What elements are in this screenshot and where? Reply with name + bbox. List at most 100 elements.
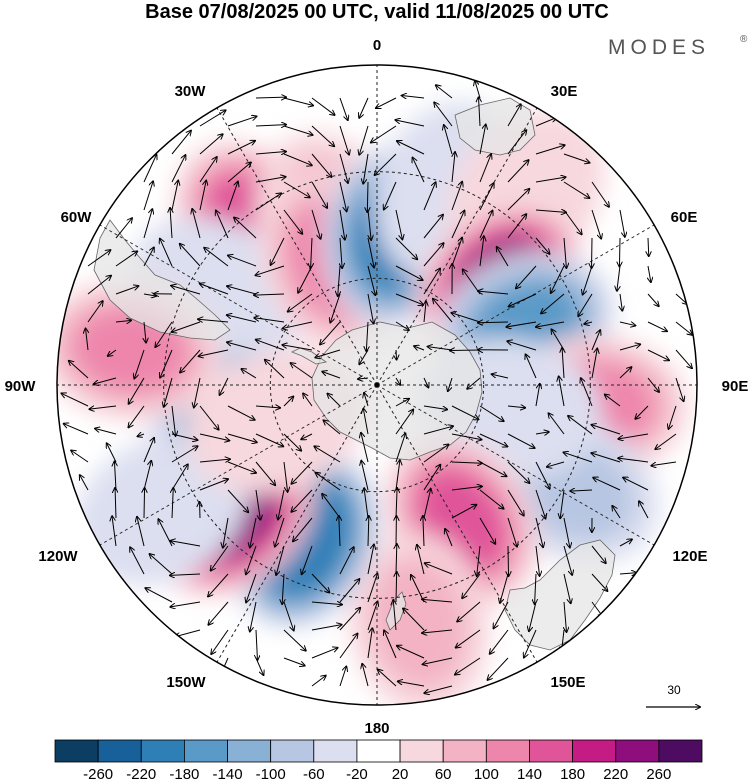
wind-vector — [227, 163, 251, 183]
wind-vector — [367, 181, 368, 212]
wind-vector — [547, 461, 565, 467]
wind-vector — [509, 293, 537, 306]
wind-vector — [581, 378, 593, 407]
wind-vector — [115, 320, 131, 322]
wind-vector — [255, 406, 280, 408]
wind-vector — [529, 601, 537, 631]
wind-vector — [451, 486, 482, 491]
wind-vector — [255, 152, 286, 154]
modes-logo: MODES — [608, 36, 710, 59]
wind-vector — [591, 181, 609, 207]
wind-vector — [339, 608, 360, 631]
wind-vector — [479, 517, 495, 544]
meridian-line — [99, 384, 378, 546]
continents — [93, 97, 616, 651]
reference-vector: 30 — [646, 683, 700, 707]
wind-vector — [424, 685, 453, 693]
wind-vector — [255, 433, 283, 446]
lon-label-180: 180 — [364, 720, 389, 737]
wind-vector — [591, 330, 600, 351]
wind-vector — [639, 501, 649, 519]
wind-vector — [367, 293, 374, 323]
wind-vector — [339, 125, 349, 155]
wind-vector — [211, 545, 229, 571]
wind-vector — [255, 461, 275, 485]
colorbar-swatch — [313, 739, 358, 763]
colorbar-label: 180 — [560, 766, 585, 783]
wind-vector — [395, 265, 423, 280]
wind-vector — [384, 630, 397, 659]
wind-vector — [143, 461, 151, 491]
wind-vector — [115, 488, 116, 519]
wind-vector — [311, 625, 342, 631]
south-america — [93, 219, 231, 341]
wind-vector — [275, 517, 285, 547]
colorbar-swatch — [97, 739, 142, 763]
colorbar-swatch — [270, 739, 315, 763]
wind-vector — [507, 341, 537, 351]
meridian-line — [376, 384, 655, 546]
meridian-line — [376, 224, 655, 386]
wind-vector — [455, 657, 481, 675]
wind-vector — [457, 601, 481, 622]
colorbar-label: -140 — [213, 766, 243, 783]
wind-vector — [358, 378, 369, 379]
wind-vector — [171, 446, 198, 463]
wind-vector — [675, 377, 684, 401]
wind-vector — [69, 361, 89, 379]
colorbar-label: -180 — [169, 766, 199, 783]
wind-vector — [368, 516, 369, 547]
wind-vector — [324, 420, 341, 435]
wind-vector — [303, 393, 313, 407]
wind-vector — [363, 409, 369, 435]
wind-vector — [322, 372, 341, 379]
wind-vector — [311, 237, 312, 268]
wind-vector — [507, 489, 524, 516]
wind-vector — [198, 319, 229, 322]
wind-vector — [170, 574, 201, 575]
wind-vector — [87, 301, 103, 323]
wind-vector — [199, 110, 226, 127]
wind-vector — [298, 265, 313, 293]
wind-vector — [423, 405, 447, 409]
wind-vector — [619, 209, 625, 237]
wind-vector — [424, 301, 426, 323]
wind-vector — [647, 321, 667, 331]
wind-vector — [551, 265, 565, 293]
wind-vector — [563, 153, 589, 163]
wind-vector — [564, 452, 593, 463]
wind-vector — [227, 116, 256, 127]
wind-vector — [396, 488, 397, 519]
anomaly-center — [348, 531, 490, 705]
colorbar-label: -100 — [256, 766, 286, 783]
wind-vector — [180, 244, 201, 267]
wind-vector — [171, 286, 201, 295]
wind-vector — [170, 208, 172, 239]
wind-vector — [311, 648, 338, 659]
wind-vector — [591, 453, 621, 463]
wind-vector — [194, 377, 201, 407]
wind-vector — [619, 344, 640, 351]
wind-vector — [250, 601, 257, 631]
wind-vector — [507, 517, 517, 547]
wind-vector — [395, 410, 413, 435]
wind-vector — [500, 573, 509, 603]
wind-vector — [311, 181, 327, 208]
wind-vector — [605, 395, 621, 407]
wind-vector — [171, 464, 188, 491]
wind-vector — [423, 243, 444, 267]
colorbar-label: -220 — [126, 766, 156, 783]
wind-vector — [451, 433, 481, 440]
wind-vector — [479, 97, 480, 127]
wind-vector — [451, 211, 464, 239]
wind-vector — [371, 125, 397, 142]
wind-vector — [255, 125, 286, 126]
wind-vector — [395, 434, 405, 463]
wind-vector — [171, 155, 185, 183]
wind-vector — [160, 349, 173, 378]
wind-vector — [612, 506, 621, 519]
wind-vector — [507, 461, 529, 483]
colorbar-swatch — [442, 739, 487, 763]
wind-vector — [367, 574, 377, 603]
wind-vector — [620, 293, 622, 311]
